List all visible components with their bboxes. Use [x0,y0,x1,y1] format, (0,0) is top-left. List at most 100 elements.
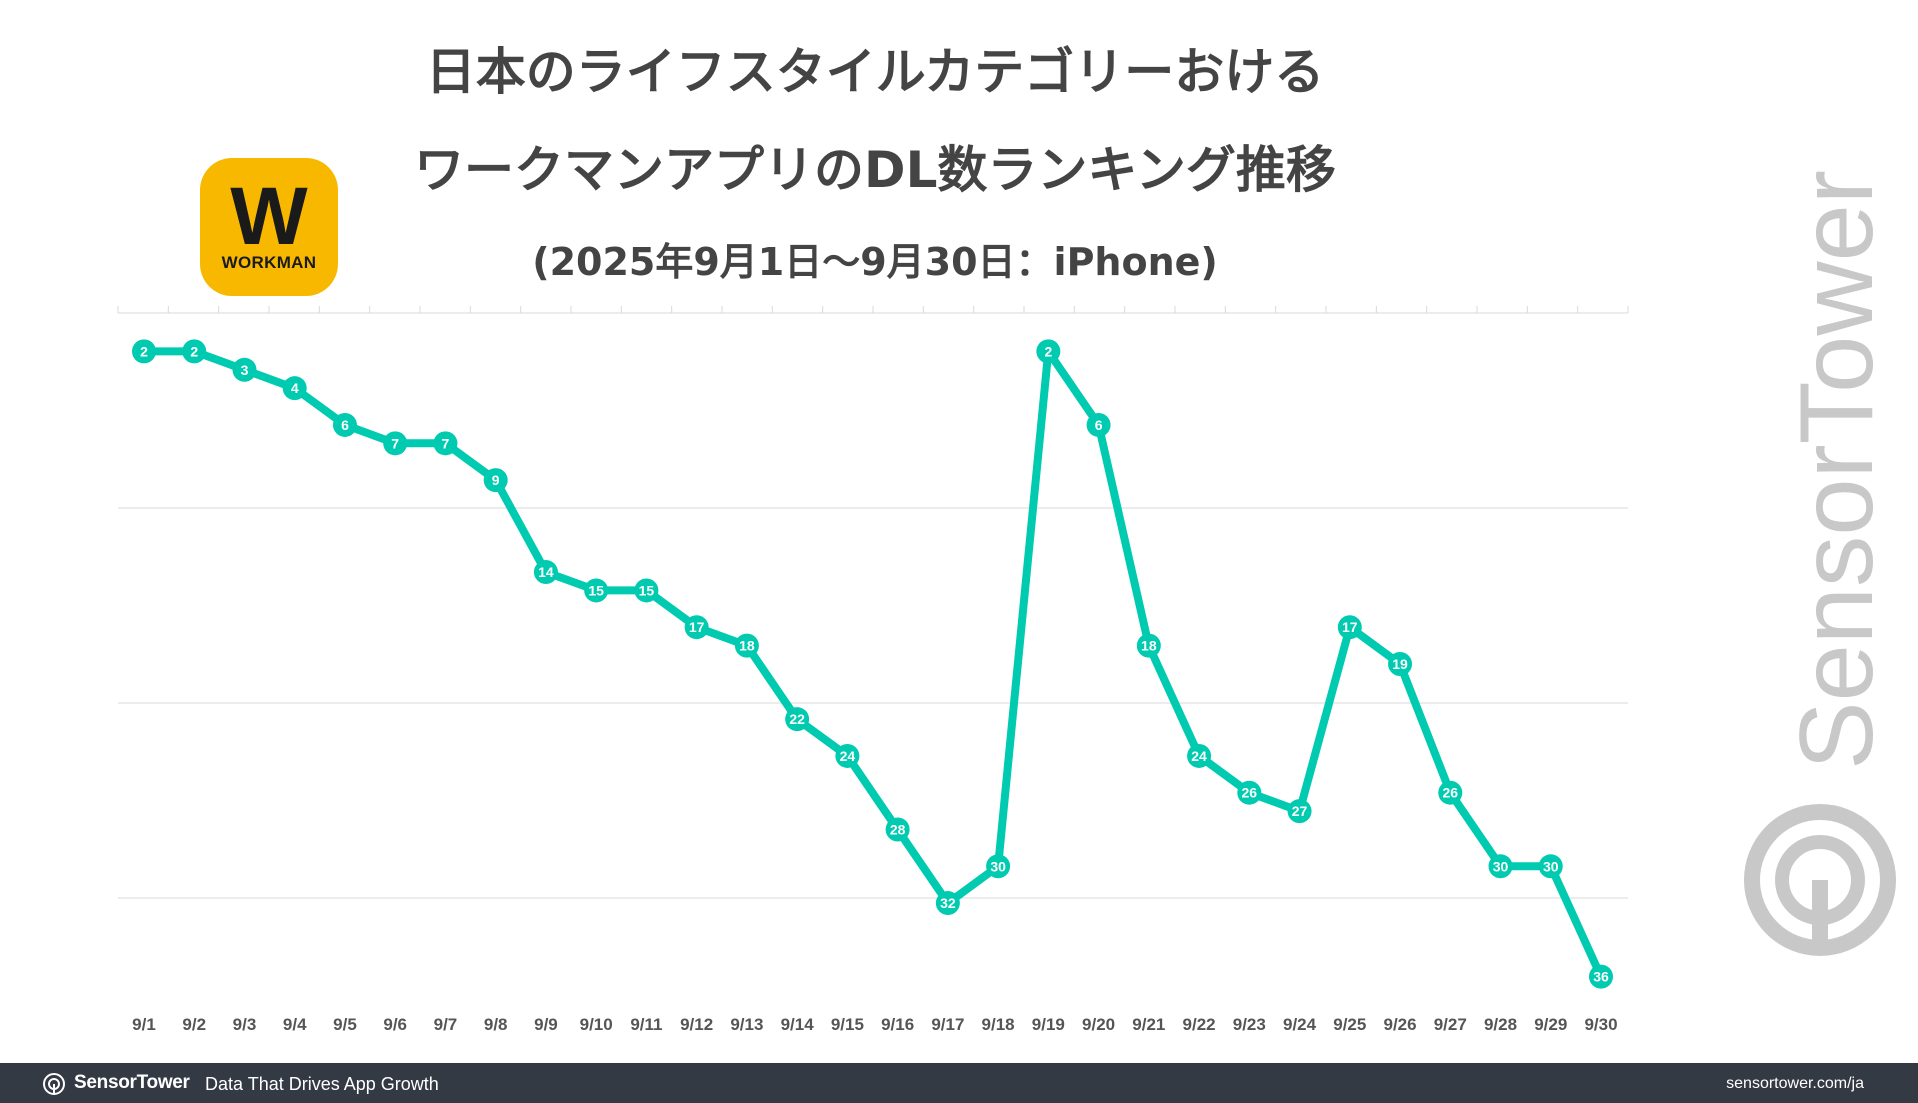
data-point [383,431,408,456]
data-label: 2 [1044,343,1052,359]
x-tick-label: 9/13 [730,1015,763,1034]
x-tick-label: 9/12 [680,1015,713,1034]
footer-bar: SensorTower Data That Drives App Growth … [0,1063,1918,1103]
x-tick-label: 9/23 [1233,1015,1266,1034]
data-point [1388,652,1413,676]
data-point [1438,780,1463,805]
data-label: 30 [990,858,1006,874]
data-label: 2 [140,343,148,359]
workman-logo-text: WORKMAN [221,253,317,272]
data-label: 2 [190,343,198,359]
x-tick-label: 9/15 [831,1015,864,1034]
x-tick-label: 9/11 [630,1015,662,1034]
data-point [1538,854,1563,879]
x-tick-label: 9/29 [1534,1015,1567,1034]
data-label: 26 [1242,785,1258,801]
data-label: 24 [840,748,856,764]
data-point [1136,633,1161,658]
x-tick-label: 9/2 [182,1015,206,1034]
data-label: 4 [291,380,299,396]
data-point [785,707,810,732]
x-tick-label: 9/20 [1082,1015,1115,1034]
data-point [584,578,609,603]
x-tick-label: 9/17 [931,1015,964,1034]
x-tick-label: 9/19 [1032,1015,1065,1034]
data-label: 36 [1593,969,1609,985]
x-tick-label: 9/25 [1333,1015,1366,1034]
data-label: 7 [442,435,450,451]
data-point [332,412,357,437]
data-point [282,376,307,401]
data-point [1086,412,1111,437]
workman-logo-letter: W [230,171,308,262]
ranking-series-line [140,347,1605,981]
data-point [232,357,257,382]
x-tick-label: 9/3 [233,1015,257,1034]
data-point [684,615,709,640]
data-label: 27 [1292,803,1308,819]
data-label: 19 [1392,656,1408,672]
data-point [1187,743,1212,768]
x-tick-label: 9/28 [1484,1015,1517,1034]
data-label: 15 [639,582,655,598]
data-label: 15 [588,582,604,598]
x-tick-label: 9/24 [1283,1015,1317,1034]
data-point [1337,615,1362,640]
data-label: 28 [890,822,906,838]
data-point [935,891,960,916]
data-point [835,743,860,768]
chart-subtitle: (2025年9月1日〜9月30日：iPhone) [532,240,1218,284]
x-tick-label: 9/18 [982,1015,1015,1034]
data-point [132,339,156,364]
sensortower-watermark-icon [1744,804,1896,956]
data-label: 32 [940,895,956,911]
data-label: 9 [492,472,500,488]
x-tick-label: 9/1 [132,1015,156,1034]
data-point [986,854,1011,879]
x-tick-label: 9/27 [1434,1015,1467,1034]
data-label: 26 [1442,785,1458,801]
x-tick-label: 9/10 [580,1015,613,1034]
x-tick-label: 9/26 [1383,1015,1416,1034]
data-label: 6 [1095,417,1103,433]
sensortower-watermark-text: SensorTower [1779,170,1895,770]
footer-tagline: Data That Drives App Growth [205,1074,439,1094]
data-label: 3 [241,362,249,378]
data-label: 24 [1191,748,1207,764]
data-point [533,560,558,585]
footer-url[interactable]: sensortower.com/ja [1726,1075,1864,1092]
data-point [1488,854,1513,879]
chart-title-line-2: ワークマンアプリのDL数ランキング推移 [414,141,1336,199]
x-tick-label: 9/7 [434,1015,458,1034]
data-label: 17 [1342,619,1358,635]
data-point [182,339,207,364]
data-point [483,468,508,493]
x-tick-label: 9/21 [1132,1015,1165,1034]
data-point [1237,780,1262,805]
data-point [734,633,759,658]
data-point [1036,339,1061,364]
footer-brand: SensorTower [74,1072,190,1093]
x-tick-label: 9/6 [383,1015,407,1034]
data-point [1287,799,1312,824]
data-point [634,578,659,603]
data-label: 18 [1141,638,1157,654]
data-label: 14 [538,564,554,580]
data-label: 7 [391,435,399,451]
data-point [433,431,458,456]
data-label: 22 [789,711,805,727]
x-tick-label: 9/16 [881,1015,914,1034]
x-tick-label: 9/14 [781,1015,815,1034]
data-label: 18 [739,638,755,654]
data-label: 30 [1543,858,1559,874]
sensortower-watermark: SensorTower [1744,170,1896,956]
data-label: 17 [689,619,705,635]
chart-title-line-1: 日本のライフスタイルカテゴリーおける [425,43,1325,101]
x-tick-label: 9/4 [283,1015,307,1034]
x-tick-label: 9/30 [1584,1015,1617,1034]
x-tick-label: 9/9 [534,1015,558,1034]
sensortower-logo-icon [43,1073,65,1095]
data-label: 6 [341,417,349,433]
x-tick-label: 9/22 [1183,1015,1216,1034]
